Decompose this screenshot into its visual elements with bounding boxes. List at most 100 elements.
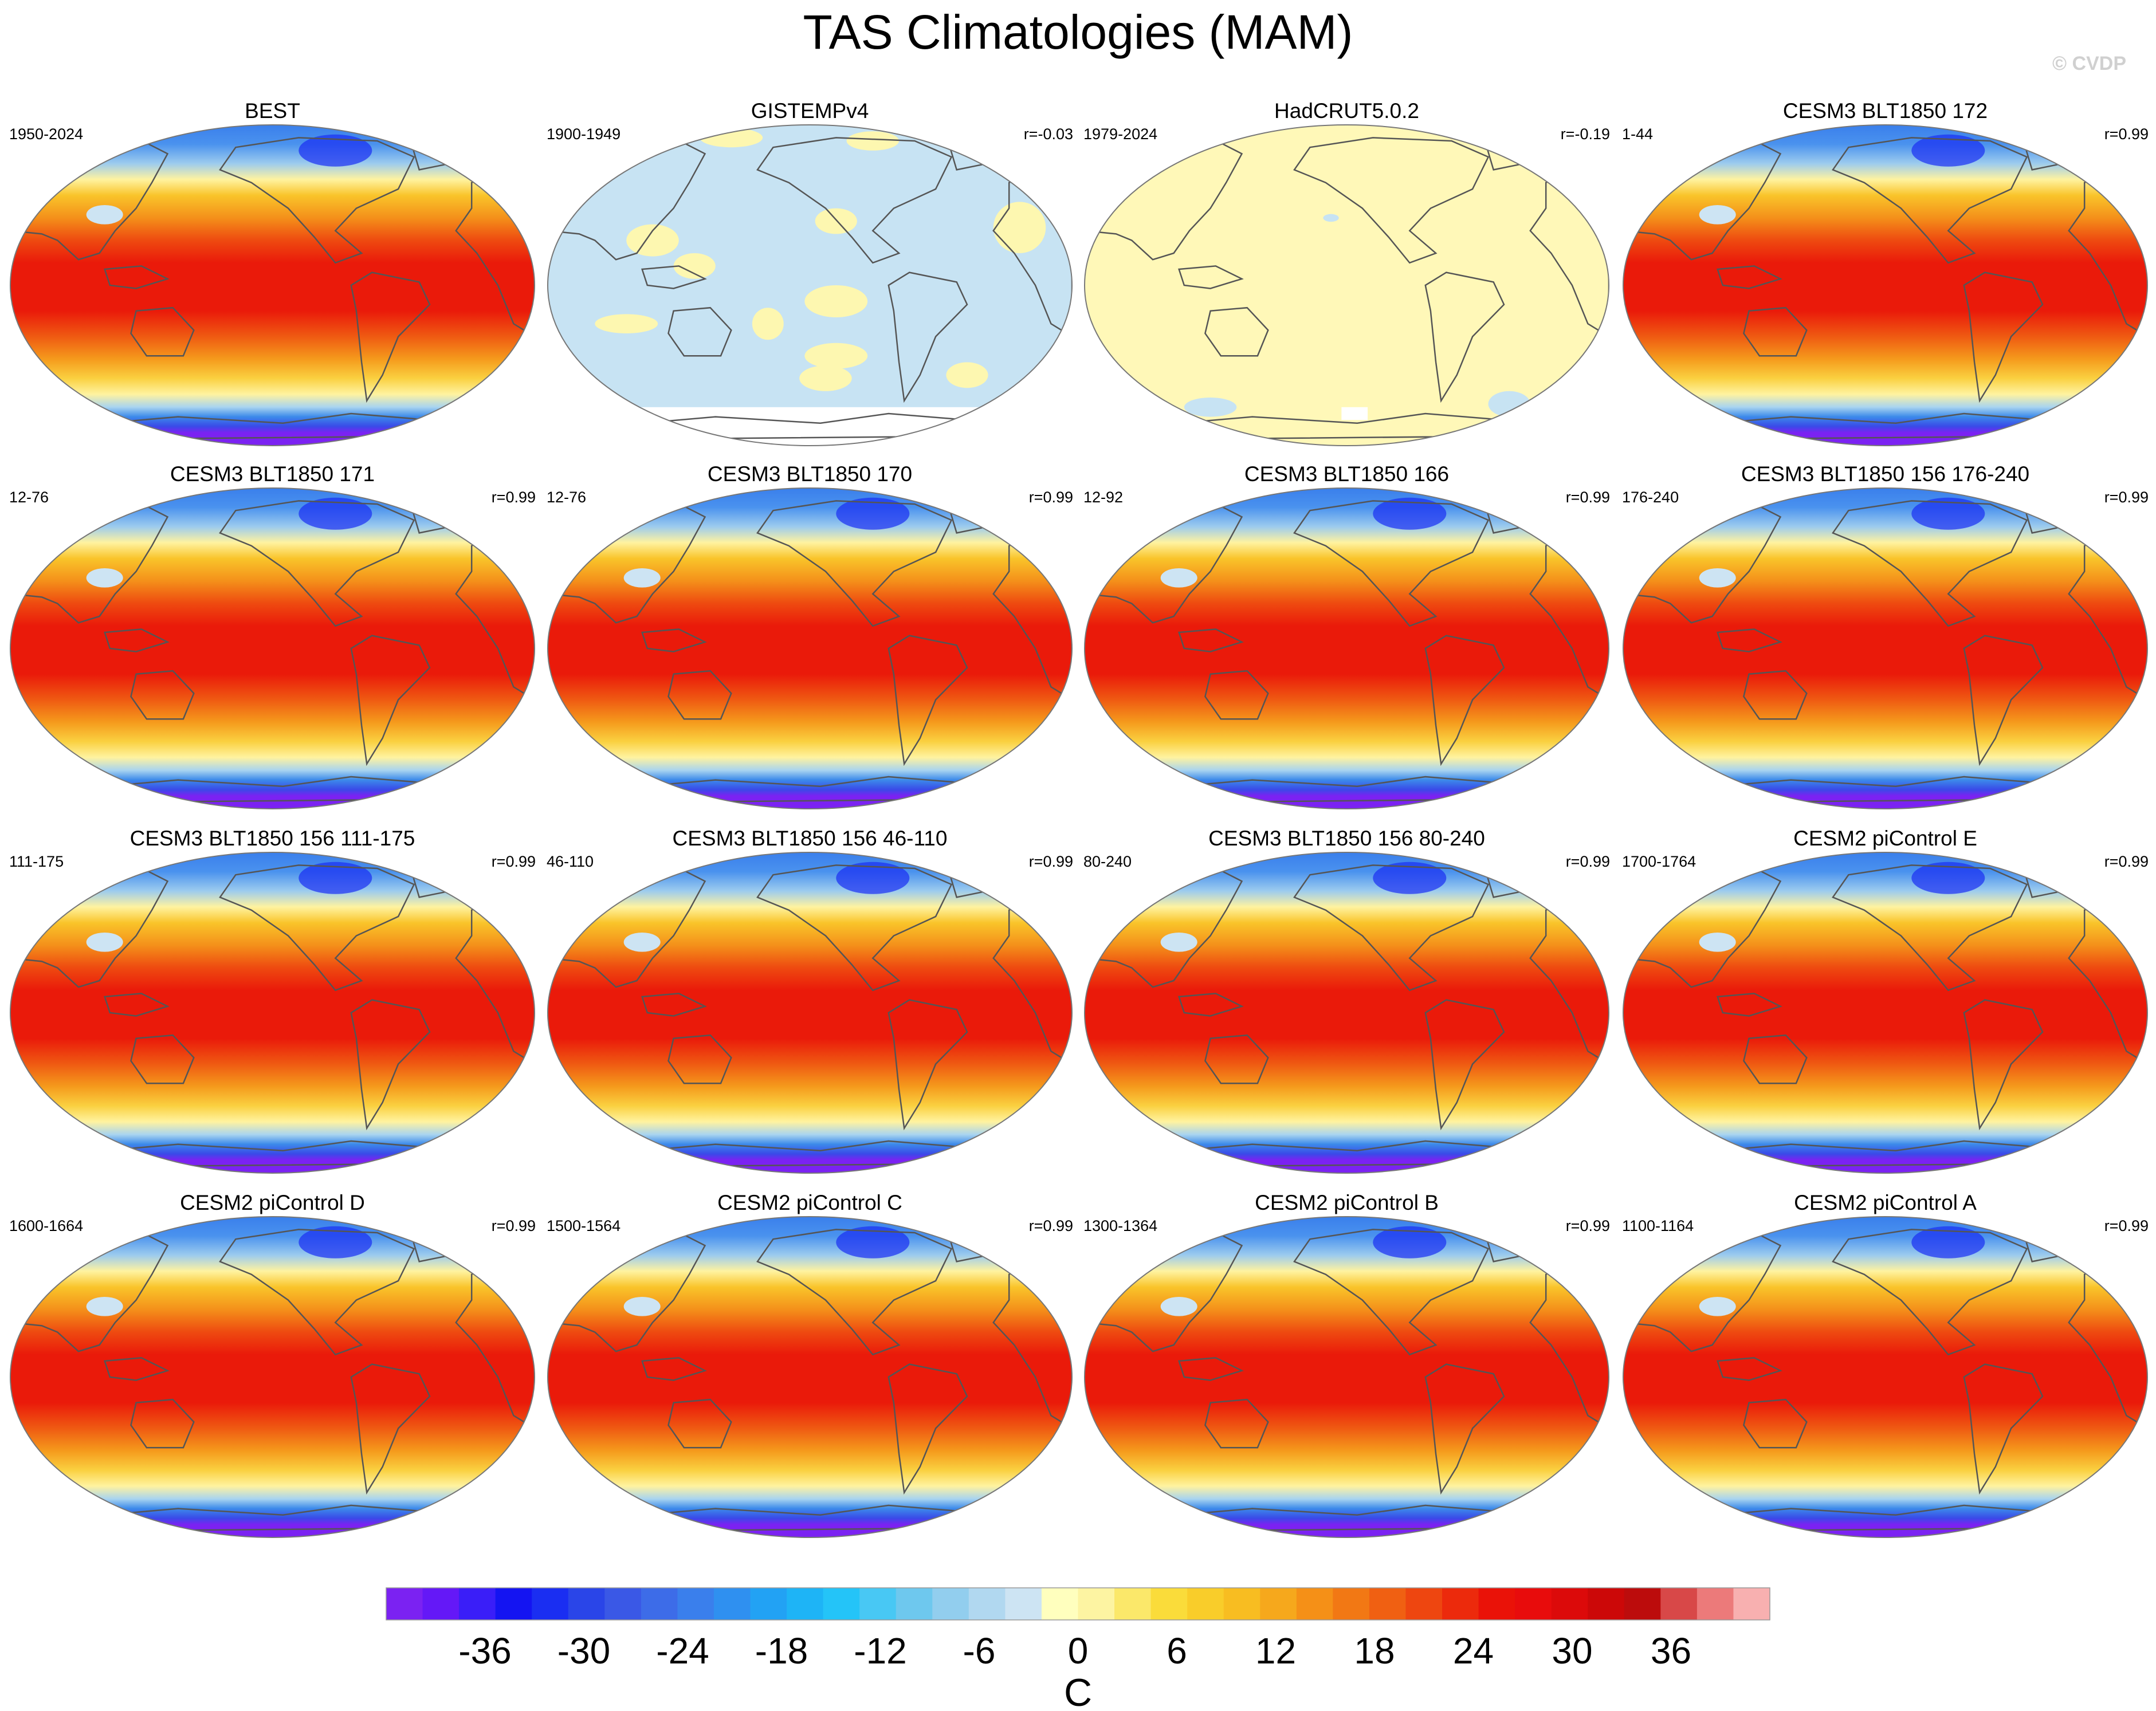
greenland-cold-spot: [299, 862, 372, 894]
panel-title: CESM3 BLT1850 166: [1244, 462, 1449, 486]
missing-data-region: [1341, 407, 1368, 420]
colorbar-bin: [1369, 1588, 1407, 1620]
panel-title: CESM2 piControl A: [1794, 1191, 1977, 1214]
colorbar: -36 -30 -24 -18 -12 -6 0 6 12 18 24 30 36 C: [386, 1587, 1770, 1711]
panel-correlation: r=0.99: [2104, 125, 2149, 143]
map-border: [1623, 124, 2148, 446]
panel-correlation: r=0.99: [492, 853, 536, 870]
map-border: [547, 1216, 1073, 1538]
panel-title: CESM3 BLT1850 156 80-240: [1208, 827, 1485, 850]
colorbar-tick-label: -12: [854, 1630, 907, 1671]
map-panel: CESM2 piControl B 1300-1364 r=0.99: [1083, 1191, 1610, 1538]
map-panel: CESM2 piControl D 1600-1664 r=0.99: [9, 1191, 536, 1538]
greenland-cold-spot: [1373, 497, 1447, 530]
colorbar-unit-label: C: [1064, 1671, 1092, 1711]
colorbar-tick-label: -30: [557, 1630, 611, 1671]
map-border: [1084, 487, 1609, 809]
colorbar-frame: [386, 1587, 1770, 1620]
map-panel: CESM2 piControl A 1100-1164 r=0.99: [1622, 1191, 2149, 1538]
panel-title: CESM3 BLT1850 156 46-110: [673, 827, 948, 850]
temperature-field: [1623, 1217, 2147, 1537]
anomaly-patch: [626, 224, 679, 257]
temperature-field: [1085, 125, 1609, 446]
cvdp-watermark: © CVDP: [2052, 53, 2126, 74]
colorbar-bin: [823, 1588, 860, 1620]
colorbar-bin: [787, 1588, 824, 1620]
map-panel: CESM2 piControl E 1700-1764 r=0.99: [1622, 827, 2149, 1174]
colorbar-bin: [641, 1588, 678, 1620]
tibet-cold-spot: [1160, 933, 1197, 952]
tibet-cold-spot: [1699, 205, 1736, 225]
panel-period: 1300-1364: [1083, 1217, 1157, 1234]
map-border: [1084, 1216, 1609, 1538]
greenland-cold-spot: [836, 497, 910, 530]
greenland-cold-spot: [299, 497, 372, 530]
panel-correlation: r=0.99: [492, 1217, 536, 1234]
temperature-field: [1085, 852, 1609, 1173]
panel-title: CESM2 piControl C: [717, 1191, 902, 1214]
map-panel: CESM3 BLT1850 170 12-76 r=0.99: [547, 462, 1073, 809]
map-border: [1084, 852, 1609, 1174]
map-border: [1623, 1216, 2148, 1538]
anomaly-patch: [799, 365, 852, 391]
anomaly-patch: [1184, 398, 1237, 417]
anomaly-patch: [815, 208, 857, 234]
temperature-field: [1085, 1217, 1609, 1537]
anomaly-patch: [846, 131, 900, 151]
panel-correlation: r=-0.03: [1024, 125, 1073, 143]
colorbar-bin: [1260, 1588, 1297, 1620]
colorbar-bin: [1515, 1588, 1552, 1620]
anomaly-patch: [752, 308, 784, 340]
panel-title: CESM2 piControl E: [1793, 827, 1977, 850]
tibet-cold-spot: [1699, 568, 1736, 588]
tibet-cold-spot: [623, 568, 661, 588]
missing-data-region: [548, 407, 1072, 446]
colorbar-tick-label: 18: [1354, 1630, 1395, 1671]
map-border: [10, 124, 535, 446]
panel-title: BEST: [245, 99, 300, 123]
greenland-cold-spot: [1911, 497, 1985, 530]
colorbar-tick-label: -6: [963, 1630, 996, 1671]
temperature-field: [10, 1217, 535, 1537]
tibet-cold-spot: [1160, 1297, 1197, 1316]
temperature-field: [10, 125, 535, 446]
panel-title: CESM2 piControl D: [180, 1191, 365, 1214]
greenland-cold-spot: [1373, 1226, 1447, 1258]
panel-correlation: r=0.99: [2104, 489, 2149, 506]
colorbar-bin: [532, 1588, 569, 1620]
anomaly-patch: [804, 343, 868, 369]
panel-period: 12-76: [547, 489, 586, 506]
colorbar-tick-label: 6: [1167, 1630, 1187, 1671]
colorbar-bin: [1405, 1588, 1443, 1620]
colorbar-bin: [422, 1588, 460, 1620]
map-panel: GISTEMPv4 1900-1949 r=-0.03: [547, 99, 1073, 446]
greenland-cold-spot: [1373, 862, 1447, 894]
colorbar-bin: [386, 1588, 423, 1620]
panel-correlation: r=0.99: [1566, 489, 1610, 506]
map-border: [1623, 487, 2148, 809]
temperature-field: [10, 852, 535, 1173]
colorbar-bin: [1296, 1588, 1333, 1620]
panel-period: 1-44: [1622, 125, 1653, 143]
colorbar-bin: [1078, 1588, 1115, 1620]
panel-title: HadCRUT5.0.2: [1274, 99, 1419, 123]
panel-correlation: r=0.99: [1566, 1217, 1610, 1234]
panel-title: CESM3 BLT1850 170: [708, 462, 912, 486]
colorbar-bin: [1223, 1588, 1260, 1620]
colorbar-bin: [1187, 1588, 1224, 1620]
figure-title: TAS Climatologies (MAM): [803, 5, 1353, 59]
tibet-cold-spot: [1160, 568, 1197, 588]
colorbar-bin: [495, 1588, 532, 1620]
panel-title: CESM3 BLT1850 171: [170, 462, 375, 486]
greenland-cold-spot: [1911, 862, 1985, 894]
map-border: [547, 852, 1073, 1174]
panel-correlation: r=-0.19: [1561, 125, 1610, 143]
colorbar-bin: [1005, 1588, 1042, 1620]
colorbar-bin: [1333, 1588, 1370, 1620]
anomaly-patch: [804, 285, 868, 317]
anomaly-patch: [673, 253, 716, 279]
colorbar-bin: [713, 1588, 751, 1620]
temperature-field: [548, 488, 1072, 809]
map-panel: CESM3 BLT1850 156 111-175 111-175 r=0.99: [9, 827, 536, 1174]
colorbar-bin: [1588, 1588, 1625, 1620]
